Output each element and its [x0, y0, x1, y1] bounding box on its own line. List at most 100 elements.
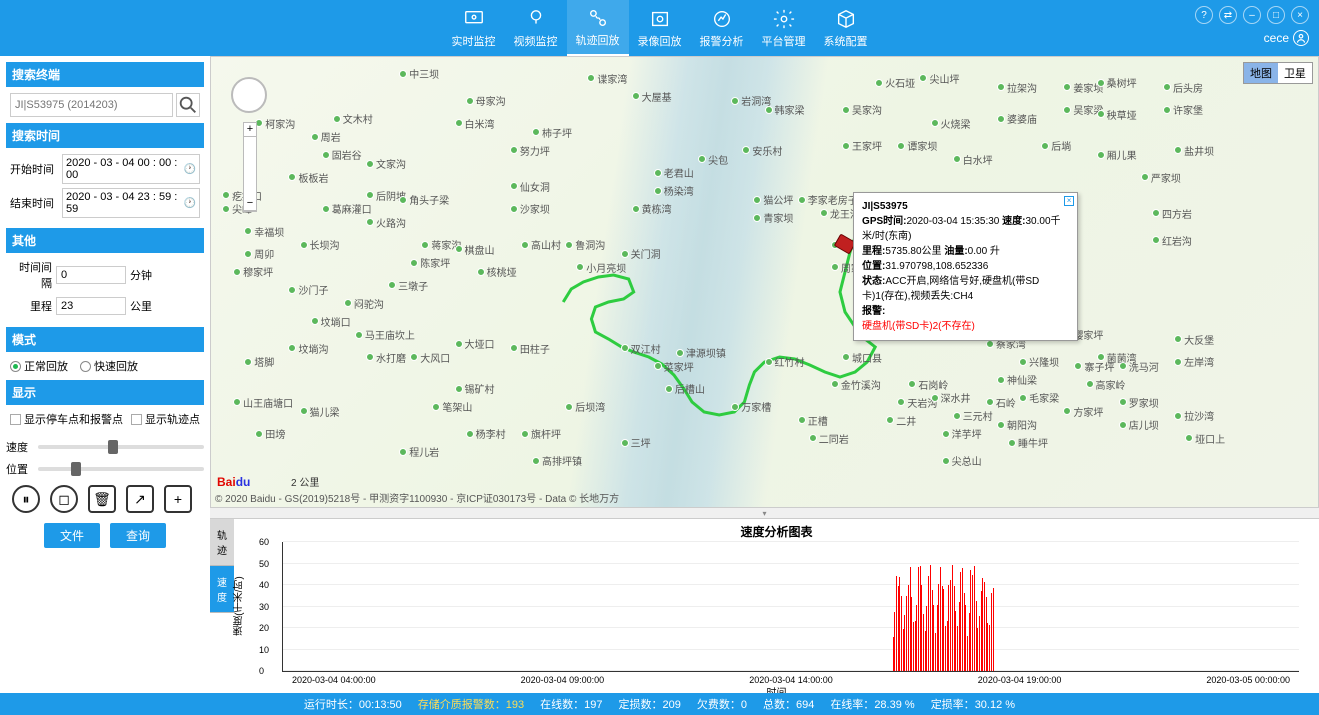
map-poi: 火石垭 [875, 75, 915, 90]
zoom-in-button[interactable]: + [244, 123, 256, 137]
sidebar: 搜索终端 搜索时间 开始时间 2020 - 03 - 04 00 : 00 : … [0, 56, 210, 693]
radio-fast-playback[interactable]: 快速回放 [80, 358, 138, 374]
nav-tab-video[interactable]: 视频监控 [505, 0, 567, 56]
map-poi: 罗家坝 [1119, 395, 1159, 410]
map-poi: 固岩谷 [322, 147, 362, 162]
map-poi: 母家沟 [466, 93, 506, 108]
map-poi: 万家槽 [731, 399, 771, 414]
help-icon[interactable]: ? [1195, 6, 1213, 24]
map-poi: 拉架沟 [997, 80, 1037, 95]
map-poi: 中三坝 [399, 66, 439, 81]
map-poi: 黄栋湾 [632, 201, 672, 216]
map[interactable]: 中三坝谍家湾大屋基岩洞湾火石垭尖山坪拉架沟姜家坝桑树坪后头房母家沟韩家梁吴家沟火… [210, 56, 1319, 508]
map-poi: 棋盘山 [455, 242, 495, 257]
zoom-slider[interactable] [244, 137, 256, 197]
status-total: 总数：694 [763, 696, 814, 712]
stop-button[interactable]: ◻ [50, 485, 78, 513]
minimize-icon[interactable]: – [1243, 6, 1261, 24]
map-poi: 盐井坝 [1174, 143, 1214, 158]
start-time-label: 开始时间 [10, 161, 58, 177]
map-poi: 二井 [886, 413, 916, 428]
zoom-out-button[interactable]: − [244, 197, 256, 211]
speed-slider[interactable] [38, 445, 204, 449]
playback-controls: ⏸ ◻ 🗑 ↗ + [6, 485, 204, 513]
map-type-map[interactable]: 地图 [1244, 63, 1278, 83]
map-poi: 三元村 [953, 408, 993, 423]
map-poi: 大屋基 [632, 89, 672, 104]
map-poi: 尖包 [698, 152, 728, 167]
map-poi: 双江村 [621, 341, 661, 356]
chart-tab-speed[interactable]: 速度 [210, 566, 234, 613]
nav-tab-track[interactable]: 轨迹回放 [567, 0, 629, 56]
user-info[interactable]: cece [1264, 30, 1309, 46]
maximize-icon[interactable]: □ [1267, 6, 1285, 24]
tooltip-close-icon[interactable]: × [1064, 196, 1074, 206]
map-poi: 高家岭 [1086, 377, 1126, 392]
gear-icon [773, 8, 795, 30]
nav-tab-system[interactable]: 系统配置 [815, 0, 877, 56]
mileage-input[interactable] [56, 297, 126, 315]
map-poi: 红岩沟 [1152, 233, 1192, 248]
map-type-switch: 地图 卫星 [1243, 62, 1313, 84]
camera-icon [525, 8, 547, 30]
map-poi: 沙家坝 [510, 201, 550, 216]
map-poi: 洋芋坪 [942, 426, 982, 441]
map-poi: 程儿岩 [399, 444, 439, 459]
map-poi: 鲁洞沟 [565, 237, 605, 252]
map-poi: 大反堡 [1174, 332, 1214, 347]
map-poi: 婆婆庙 [997, 111, 1037, 126]
map-poi: 后头房 [1163, 80, 1203, 95]
panel-other-header: 其他 [6, 228, 204, 253]
search-button[interactable] [176, 93, 200, 117]
interval-input[interactable] [56, 266, 126, 284]
start-time-input[interactable]: 2020 - 03 - 04 00 : 00 : 00🕐 [62, 154, 200, 184]
map-poi: 二同岩 [809, 431, 849, 446]
end-time-input[interactable]: 2020 - 03 - 04 23 : 59 : 59🕐 [62, 188, 200, 218]
map-poi: 火烧梁 [931, 116, 971, 131]
chart-icon [711, 8, 733, 30]
map-scale: 2 公里 [291, 474, 319, 489]
file-button[interactable]: 文件 [44, 523, 100, 548]
end-time-label: 结束时间 [10, 195, 58, 211]
radio-normal-playback[interactable]: 正常回放 [10, 358, 68, 374]
query-button[interactable]: 查询 [110, 523, 166, 548]
chart-tab-track[interactable]: 轨迹 [210, 519, 234, 566]
interval-label: 时间间隔 [10, 259, 52, 291]
nav-tab-alarm[interactable]: 报警分析 [691, 0, 753, 56]
terminal-search-input[interactable] [10, 93, 173, 117]
speed-slider-label: 速度 [6, 439, 32, 455]
map-poi: 青家坝 [753, 210, 793, 225]
nav-tab-platform[interactable]: 平台管理 [753, 0, 815, 56]
pause-button[interactable]: ⏸ [12, 485, 40, 513]
map-poi: 韩家梁 [765, 102, 805, 117]
map-poi: 睡牛坪 [1008, 435, 1048, 450]
map-poi: 津源坝镇 [676, 345, 726, 360]
export-button[interactable]: ↗ [126, 485, 154, 513]
map-poi: 三墩子 [388, 278, 428, 293]
map-compass[interactable] [231, 77, 267, 113]
map-poi: 锡矿村 [455, 381, 495, 396]
titlebar: 实时监控 视频监控 轨迹回放 录像回放 报警分析 平台管理 系统配置 ? ⇄ –… [0, 0, 1319, 56]
nav-tab-realtime[interactable]: 实时监控 [443, 0, 505, 56]
map-poi: 杨染湾 [654, 183, 694, 198]
map-poi: 毛家梁 [1019, 390, 1059, 405]
delete-button[interactable]: 🗑 [88, 485, 116, 513]
map-poi: 正槽 [798, 413, 828, 428]
checkbox-show-track-points[interactable]: 显示轨迹点 [131, 411, 200, 427]
map-poi: 拉沙湾 [1174, 408, 1214, 423]
map-poi: 后槽山 [665, 381, 705, 396]
swap-icon[interactable]: ⇄ [1219, 6, 1237, 24]
status-runtime: 运行时长：00:13:50 [304, 696, 402, 712]
add-button[interactable]: + [164, 485, 192, 513]
map-poi: 柿子坪 [532, 125, 572, 140]
nav-tab-record[interactable]: 录像回放 [629, 0, 691, 56]
position-slider[interactable] [38, 467, 204, 471]
checkbox-show-stops[interactable]: 显示停车点和报警点 [10, 411, 123, 427]
map-poi: 周岩 [311, 129, 341, 144]
close-icon[interactable]: × [1291, 6, 1309, 24]
splitter[interactable]: ▾ [210, 508, 1319, 518]
map-poi: 闷驼沟 [344, 296, 384, 311]
status-locate-rate: 定损率：30.12 % [931, 696, 1015, 712]
vehicle-tooltip: × JI|S53975 GPS时间:2020-03-04 15:35:30 速度… [853, 192, 1078, 341]
map-type-satellite[interactable]: 卫星 [1278, 63, 1312, 83]
